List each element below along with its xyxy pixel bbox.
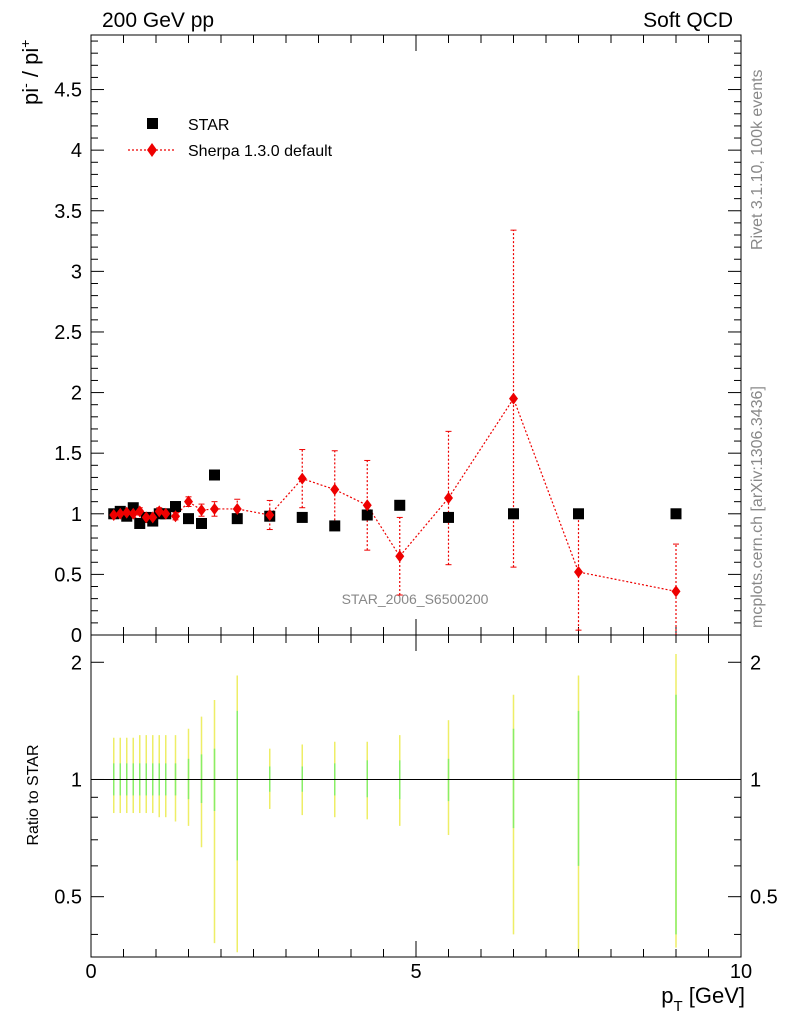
star-point [127, 502, 139, 514]
x-tick-label: 10 [730, 961, 752, 983]
main-y-tick-label: 3 [71, 261, 82, 283]
main-y-tick-label: 0 [71, 625, 82, 647]
sherpa-point [109, 509, 119, 521]
ratio-y-tick-label-right: 0.5 [750, 887, 778, 909]
legend-sherpa-marker [147, 143, 157, 157]
sherpa-point [574, 565, 583, 578]
main-data [108, 229, 682, 635]
ratio-y-tick-label-right: 2 [750, 652, 761, 674]
star-point [183, 513, 194, 525]
star-point [231, 513, 243, 525]
ratio-y-tick-label-right: 1 [750, 769, 761, 791]
header-left: 200 GeV pp [102, 9, 214, 32]
ratio-panel: 0.5 0.5 1 1 2 2 0 5 10 [54, 634, 778, 983]
star-point [196, 517, 207, 529]
sherpa-point [184, 495, 193, 508]
sherpa-point [330, 483, 340, 496]
sherpa-point [444, 492, 453, 505]
sherpa-point [297, 472, 307, 485]
star-point [394, 499, 406, 511]
sherpa-point [671, 585, 681, 598]
star-point [329, 520, 341, 532]
ratio-y-tick-label: 2 [71, 652, 82, 674]
star-point [670, 508, 682, 520]
sherpa-point [154, 505, 164, 518]
star-point [443, 511, 454, 523]
main-y-label: pi- / pi+ [17, 40, 43, 105]
ratio-y-ticks: 0.5 0.5 1 1 2 2 [54, 652, 778, 935]
main-y-tick-label: 4.5 [54, 80, 82, 102]
ratio-y-tick-label: 0.5 [54, 887, 82, 909]
legend-star-marker [147, 118, 158, 129]
legend-sherpa-label: Sherpa 1.3.0 default [188, 143, 333, 160]
sherpa-point [171, 510, 180, 523]
main-y-tick-label: 2 [71, 383, 82, 405]
x-tick-label: 5 [410, 961, 421, 983]
main-y-ticks: 0 0.5 1 1.5 2 2.5 3 3.5 4 4.5 [54, 40, 741, 647]
ratio-bands [113, 654, 677, 953]
sherpa-point [232, 502, 242, 515]
main-y-tick-label: 4 [71, 140, 82, 162]
star-point [361, 509, 373, 521]
star-point [573, 508, 584, 520]
main-panel: 0 0.5 1 1.5 2 2.5 3 3.5 4 4.5 STAR_2006_S6500200 [54, 34, 742, 647]
sherpa-point [148, 511, 158, 524]
sherpa-point [197, 504, 206, 517]
x-tick-label: 0 [85, 961, 96, 983]
header-right: Soft QCD [643, 9, 733, 32]
rivet-label: Rivet 3.1.10, 100k events [749, 69, 766, 250]
star-point [134, 517, 146, 529]
ratio-y-label: Ratio to STAR [25, 744, 42, 845]
main-y-tick-label: 1 [71, 504, 82, 526]
sherpa-point [161, 507, 171, 520]
legend: STAR Sherpa 1.3.0 default [128, 117, 333, 160]
main-y-tick-label: 2.5 [54, 322, 82, 344]
ratio-x-ticks: 0 5 10 [85, 635, 752, 983]
sherpa-point [509, 392, 518, 405]
sherpa-line [113, 397, 677, 592]
legend-star-label: STAR [188, 117, 229, 134]
sherpa-point [265, 509, 275, 521]
mcplots-label: mcplots.cern.ch [arXiv:1306.3436] [749, 386, 766, 628]
x-axis-label: pT [GeV] [661, 983, 745, 1015]
main-y-tick-label: 0.5 [54, 564, 82, 586]
main-y-tick-label: 3.5 [54, 201, 82, 223]
star-point [508, 508, 519, 520]
ratio-y-tick-label: 1 [71, 769, 82, 791]
star-point [209, 469, 220, 481]
sherpa-point [395, 550, 405, 563]
main-y-tick-label: 1.5 [54, 443, 82, 465]
star-point [170, 501, 181, 513]
star-point [296, 511, 308, 523]
sherpa-point [362, 499, 372, 512]
sherpa-point [141, 511, 151, 524]
sherpa-point [135, 505, 145, 518]
sherpa-point [210, 502, 219, 515]
sherpa-point [128, 507, 138, 520]
sherpa-point [115, 507, 125, 520]
analysis-watermark: STAR_2006_S6500200 [342, 591, 489, 607]
sherpa-point [122, 506, 132, 519]
